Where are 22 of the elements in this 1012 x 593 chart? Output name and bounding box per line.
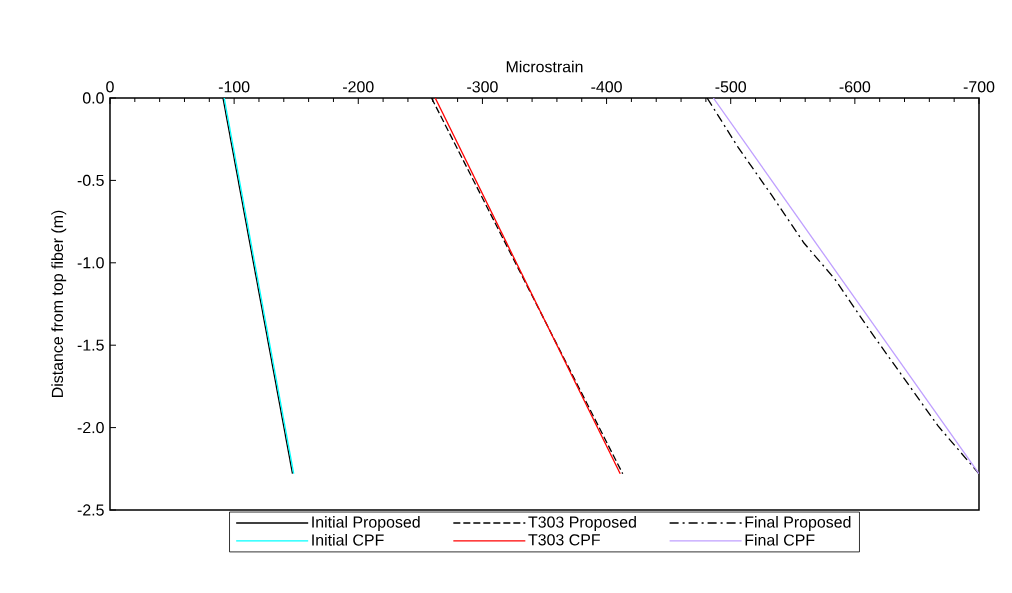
y-axis-title: Distance from top fiber (m) (51, 210, 67, 398)
legend-label: Initial Proposed (312, 516, 420, 531)
x-tick-label: -700 (963, 81, 995, 93)
x-tick-label: -300 (467, 81, 498, 93)
legend-label: T303 Proposed (528, 516, 636, 531)
x-tick-label: -600 (839, 81, 871, 93)
x-tick-label: -100 (218, 81, 250, 93)
y-tick-label: -2.5 (77, 504, 104, 516)
y-tick-label: -2.0 (77, 421, 104, 434)
legend-label: T303 CPF (528, 534, 600, 546)
legend-label: Final Proposed (745, 516, 851, 531)
y-tick-label: -1.5 (77, 339, 104, 351)
x-tick-label: -500 (715, 81, 747, 93)
x-axis-title: Microstrain (506, 60, 583, 73)
legend-label: Final CPF (745, 533, 815, 546)
y-tick-label: -0.5 (77, 174, 104, 187)
y-tick-label: 0.0 (82, 92, 104, 104)
x-tick-label: -400 (591, 81, 622, 93)
legend-label: Initial CPF (312, 533, 384, 546)
x-tick-label: -200 (343, 81, 374, 93)
y-tick-label: -1.0 (77, 257, 104, 269)
x-tick-label: 0 (106, 81, 114, 93)
